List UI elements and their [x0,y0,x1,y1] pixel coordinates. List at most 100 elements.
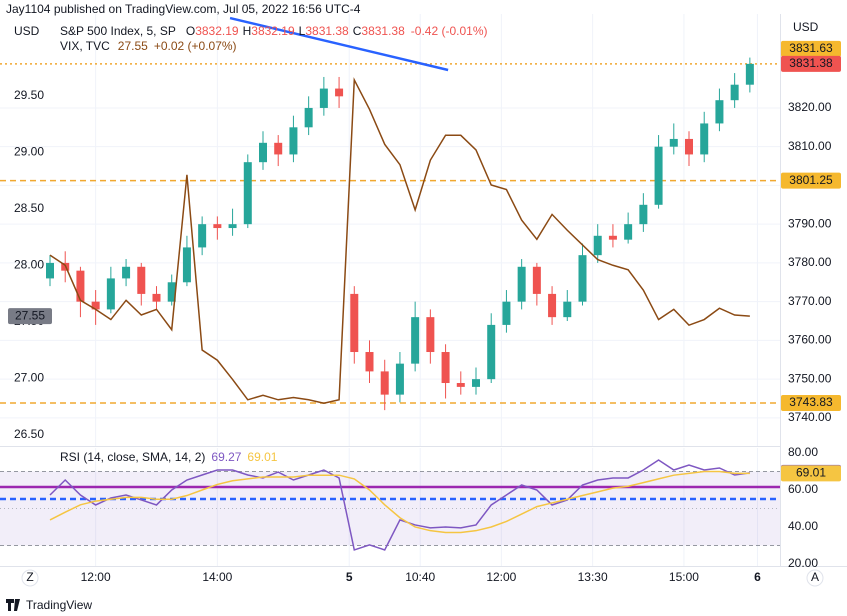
legend-value: 27.55 [118,39,148,53]
candle-body [122,266,131,279]
candle-body [593,235,602,256]
price-line-label: 3743.83 [789,395,833,409]
x-tick-label: 10:40 [405,570,435,584]
ohlc-value: 3831.38 [305,24,349,38]
y2-tick-label: 3790.00 [788,216,832,230]
price-scale-label-box [781,40,841,57]
candle-body [685,138,693,155]
x-tick-label: 12:00 [486,570,516,584]
x-tick-label: 14:00 [202,570,232,584]
currency-right: USD [793,20,819,34]
ohlc-value: 3831.38 [361,24,405,38]
price-line-label: 3831.38 [789,56,833,70]
ohlc-label: H [243,24,252,38]
rsi-tick-label: 20.00 [788,556,818,570]
rsi-tick-label: 40.00 [788,519,818,533]
y2-tick-label: 3820.00 [788,100,832,114]
zoom-button[interactable] [21,569,39,587]
candle-body [137,266,146,294]
candle-body [380,371,389,395]
price-line-label-box [781,172,841,189]
x-tick-label: 12:00 [81,570,111,584]
price-scale-label: 3831.63 [789,41,833,55]
auto-scale-button[interactable] [806,569,824,587]
series-line [49,459,750,551]
candle-body [198,224,207,248]
candle-body [730,84,739,101]
ohlc-value: 3832.19 [195,24,239,38]
candle-body [502,301,511,325]
rsi-tick-label: 80.00 [788,445,818,459]
y-tick-label: 29.50 [14,88,44,102]
candle-body [182,247,191,283]
candle-body [319,88,328,108]
candle-body [456,383,465,387]
candle-body [517,266,526,302]
logo [6,599,20,611]
candle-body [715,100,724,124]
x-tick-label: 6 [754,570,761,584]
rsi-last-label-box [781,465,841,482]
candle-body [745,63,754,85]
candle-body [411,317,420,364]
x-tick-label: 5 [346,570,353,584]
candle-body [259,142,267,163]
y-tick-label: 28.50 [14,201,44,215]
y2-tick-label: 3770.00 [788,294,832,308]
zoom-icon[interactable]: Z [26,570,33,584]
candle-body [532,266,541,294]
candle-body [335,88,344,97]
price-line-label: 3801.25 [789,173,833,187]
candle-body [441,352,450,384]
legend-change: +0.02 (+0.07%) [154,39,237,53]
candle-body [289,127,298,155]
candle-body [548,293,557,318]
rsi-last-label: 69.01 [796,465,826,479]
overlay: 3740.00 3750.00 3760.00 3770.00 3780.00 3790.… [8,20,841,584]
candle-body [106,278,115,310]
legend-change: -0.42 (-0.01%) [411,24,488,38]
series-line [49,77,750,404]
x-tick-label: 15:00 [669,570,699,584]
rsi-legend: RSI (14, close, SMA, 14, 2) 69.27 69.01 [60,450,278,464]
candle-body [365,352,374,372]
vix-last-label-box [8,308,52,325]
candle-body [228,224,237,229]
y-tick-label: 26.50 [14,427,44,441]
legend-name: S&P 500 Index, 5, SP [60,24,176,38]
y2-tick-label: 3750.00 [788,371,832,385]
vix-last-label: 27.55 [15,308,45,322]
candle-body [472,379,480,387]
header: Jay1104 published on TradingView.com, Ju… [6,2,361,16]
y2-tick-label: 3780.00 [788,255,832,269]
y-tick-label: 28.00 [14,257,44,271]
ohlc-label: O [186,24,195,38]
candle-body [395,363,404,395]
trendline [229,16,449,72]
candle-body [274,142,283,155]
rsi-tick-label: 60.00 [788,482,818,496]
candle-body [608,235,617,240]
auto-icon[interactable]: A [811,570,819,584]
y-tick-label: 27.00 [14,370,44,384]
candle-body [91,301,100,310]
candle-body [700,123,709,155]
y2-tick-label: 3810.00 [788,139,832,153]
candle-body [487,324,496,380]
ohlc-value: 3832.19 [251,24,295,38]
candle-body [46,262,54,279]
price-legend: S&P 500 Index, 5, SP O3832.19 H3832.19 L383… [60,24,488,38]
candle-body [350,293,359,353]
rsi-title: RSI (14, close, SMA, 14, 2) [60,450,205,464]
candle-body [304,107,313,128]
y2-tick-label: 3760.00 [788,333,832,347]
rsi-legend-value: 69.01 [247,450,277,464]
candle-body [426,317,435,353]
x-tick-label: 13:30 [578,570,608,584]
candle-body [624,224,633,240]
candle-body [213,224,222,229]
currency-left: USD [14,24,40,38]
ohlc-label: C [353,24,362,38]
candle-body [243,162,252,225]
